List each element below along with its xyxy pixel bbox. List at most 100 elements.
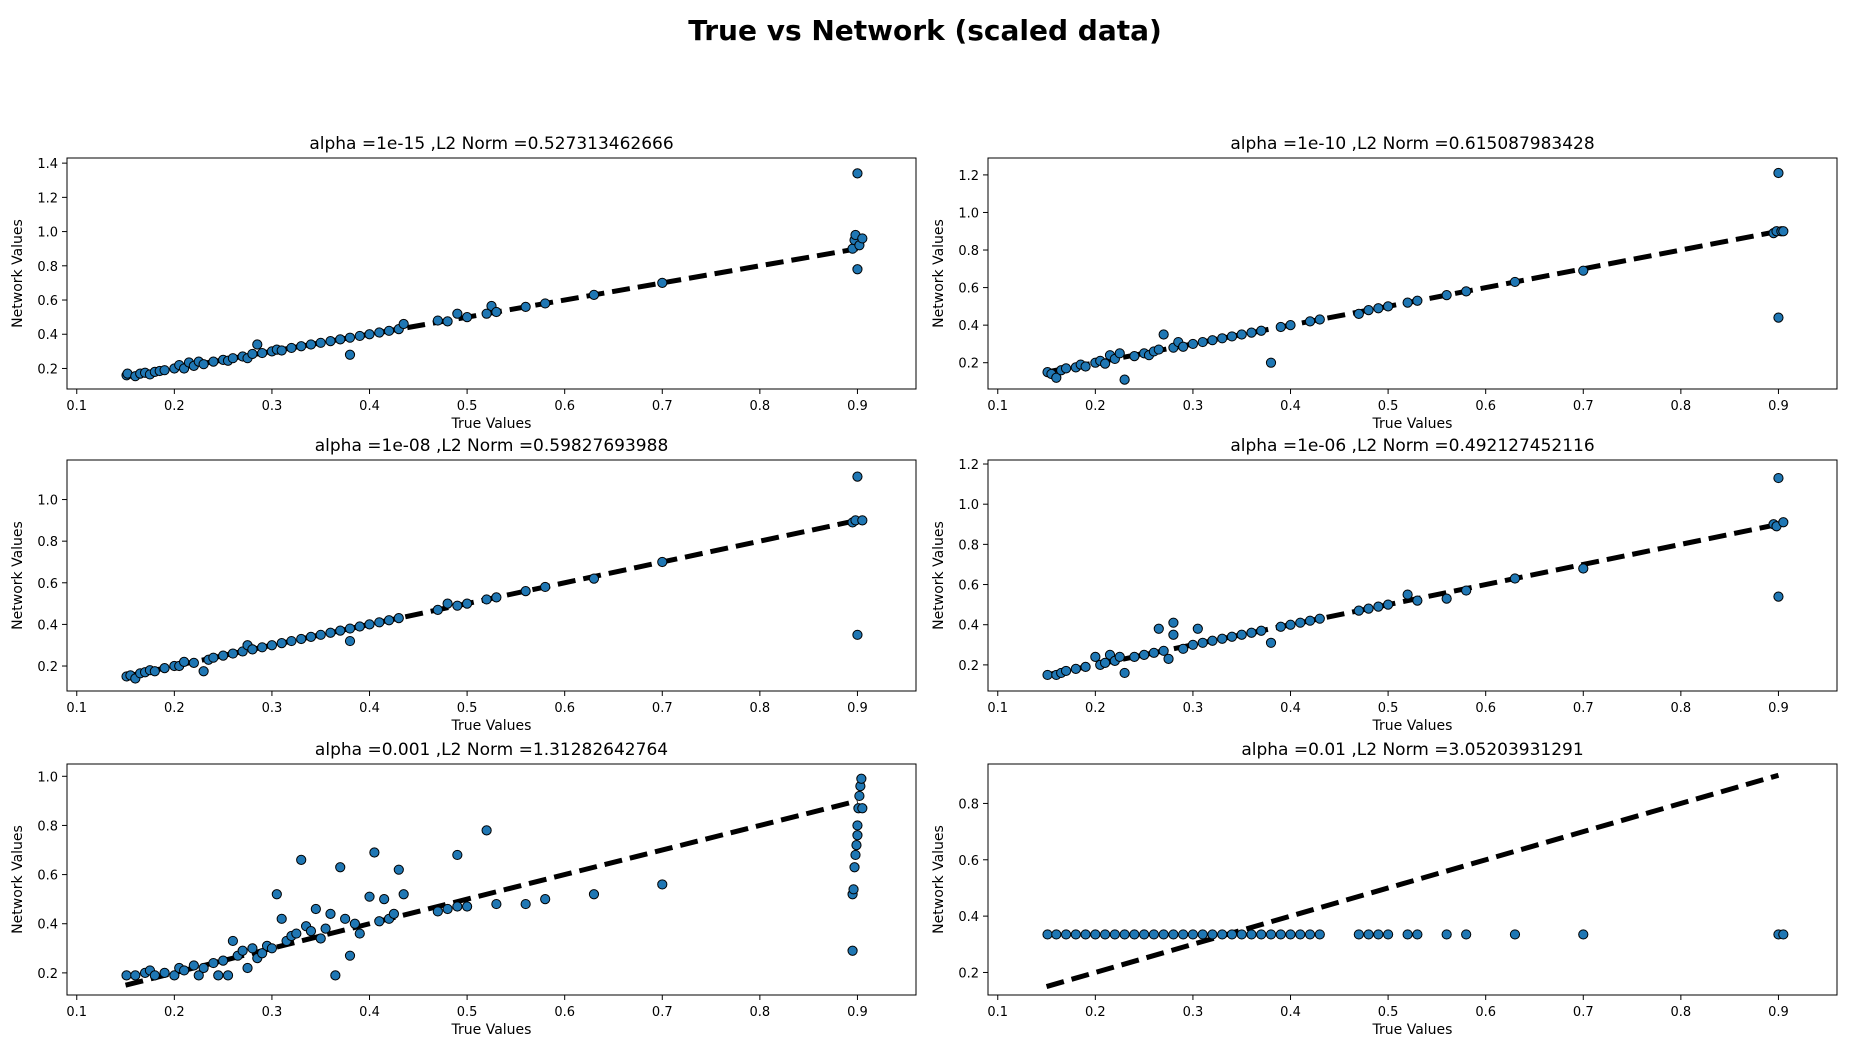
data-point: [1363, 929, 1374, 940]
data-point: [1353, 605, 1364, 616]
data-point: [481, 594, 492, 605]
data-point: [208, 356, 219, 367]
data-point: [296, 854, 307, 865]
data-point: [257, 347, 268, 359]
data-point: [1314, 929, 1325, 940]
subplot-5: alpha =0.001 ,L2 Norm =1.31282642764 0.1 0…: [10, 740, 917, 1038]
data-point: [1778, 226, 1789, 237]
y-tick-label: 0.4: [37, 618, 58, 633]
y-tick-label: 0.2: [37, 362, 58, 377]
y-tick-label: 0.8: [37, 535, 58, 550]
y-axis-label: Network Values: [931, 825, 947, 934]
data-point: [286, 342, 297, 354]
data-point: [1168, 629, 1179, 640]
x-tick-label: 0.5: [457, 1005, 478, 1020]
data-point: [1197, 929, 1208, 940]
x-tick-label: 0.5: [457, 701, 478, 716]
y-tick-label: 1.0: [958, 206, 979, 221]
data-point: [1119, 929, 1130, 940]
data-point: [252, 339, 263, 350]
data-point: [286, 635, 297, 647]
y-tick-label: 0.2: [37, 660, 58, 675]
data-point: [1236, 329, 1247, 340]
data-point: [130, 970, 141, 981]
data-point: [247, 348, 258, 360]
data-point: [335, 862, 346, 873]
x-tick-label: 0.2: [1085, 399, 1106, 414]
data-point: [1158, 929, 1169, 940]
x-tick-label: 0.8: [750, 399, 771, 414]
x-tick-label: 0.1: [66, 1005, 87, 1020]
data-point: [188, 657, 199, 669]
x-tick-label: 0.8: [1671, 1005, 1692, 1020]
subplot-3: alpha =1e-08 ,L2 Norm =0.59827693988 0.1 0…: [10, 436, 917, 734]
data-point: [179, 965, 190, 976]
data-point: [1217, 633, 1228, 644]
x-tick-label: 0.9: [1768, 1005, 1789, 1020]
data-point: [1285, 619, 1296, 630]
x-tick-label: 0.4: [359, 399, 380, 414]
x-tick-label: 0.2: [164, 701, 185, 716]
data-point: [1373, 929, 1384, 940]
subplot-title: alpha =1e-08 ,L2 Norm =0.59827693988: [315, 436, 669, 456]
data-point: [1100, 358, 1111, 369]
data-point: [379, 894, 390, 905]
data-point: [383, 615, 395, 626]
data-point: [491, 898, 502, 910]
data-point: [1256, 929, 1267, 940]
data-point: [335, 334, 346, 345]
x-tick-label: 0.2: [1085, 1005, 1106, 1020]
x-tick-label: 0.6: [554, 1005, 575, 1020]
data-point: [227, 353, 238, 364]
y-tick-label: 1.0: [958, 498, 979, 513]
data-point: [847, 945, 858, 956]
data-point: [1226, 929, 1238, 940]
data-point: [1207, 929, 1218, 940]
y-tick-label: 0.4: [958, 619, 979, 634]
data-point: [1153, 344, 1164, 355]
data-point: [320, 923, 331, 934]
data-point: [1129, 929, 1140, 940]
data-point: [452, 600, 463, 611]
data-point: [393, 864, 404, 875]
data-point: [1383, 301, 1394, 312]
data-point: [491, 306, 502, 318]
data-point: [1461, 286, 1472, 297]
data-point: [222, 970, 234, 981]
data-point: [1578, 265, 1589, 276]
data-point: [1461, 929, 1472, 940]
data-point: [330, 970, 341, 981]
data-point: [481, 825, 492, 836]
data-point: [520, 586, 531, 597]
data-point: [1178, 929, 1189, 940]
data-point: [1773, 591, 1784, 602]
y-tick-label: 0.6: [958, 854, 979, 869]
data-point: [335, 625, 346, 636]
y-tick-label: 1.0: [37, 226, 58, 241]
x-tick-label: 0.5: [1378, 1005, 1399, 1020]
data-point: [1148, 929, 1159, 940]
data-point: [1158, 645, 1169, 656]
x-tick-label: 0.6: [554, 399, 575, 414]
x-tick-label: 0.6: [1475, 701, 1496, 716]
data-point: [491, 592, 502, 603]
data-point: [1461, 585, 1472, 596]
data-point: [1383, 599, 1394, 610]
data-point: [1090, 651, 1101, 662]
data-point: [213, 970, 224, 981]
data-point: [462, 901, 473, 912]
data-point: [1373, 601, 1384, 612]
data-point: [1314, 613, 1325, 624]
data-point: [1090, 929, 1101, 940]
y-tick-label: 0.8: [958, 244, 979, 259]
x-axis-label: True Values: [1372, 1022, 1453, 1038]
data-point: [657, 277, 668, 289]
data-point: [179, 656, 190, 667]
data-point: [305, 926, 317, 937]
data-point: [852, 629, 863, 640]
data-point: [315, 629, 326, 640]
data-point: [1187, 338, 1199, 350]
x-tick-label: 0.9: [847, 701, 868, 716]
y-tick-label: 0.4: [37, 328, 58, 343]
data-point: [1353, 929, 1364, 940]
